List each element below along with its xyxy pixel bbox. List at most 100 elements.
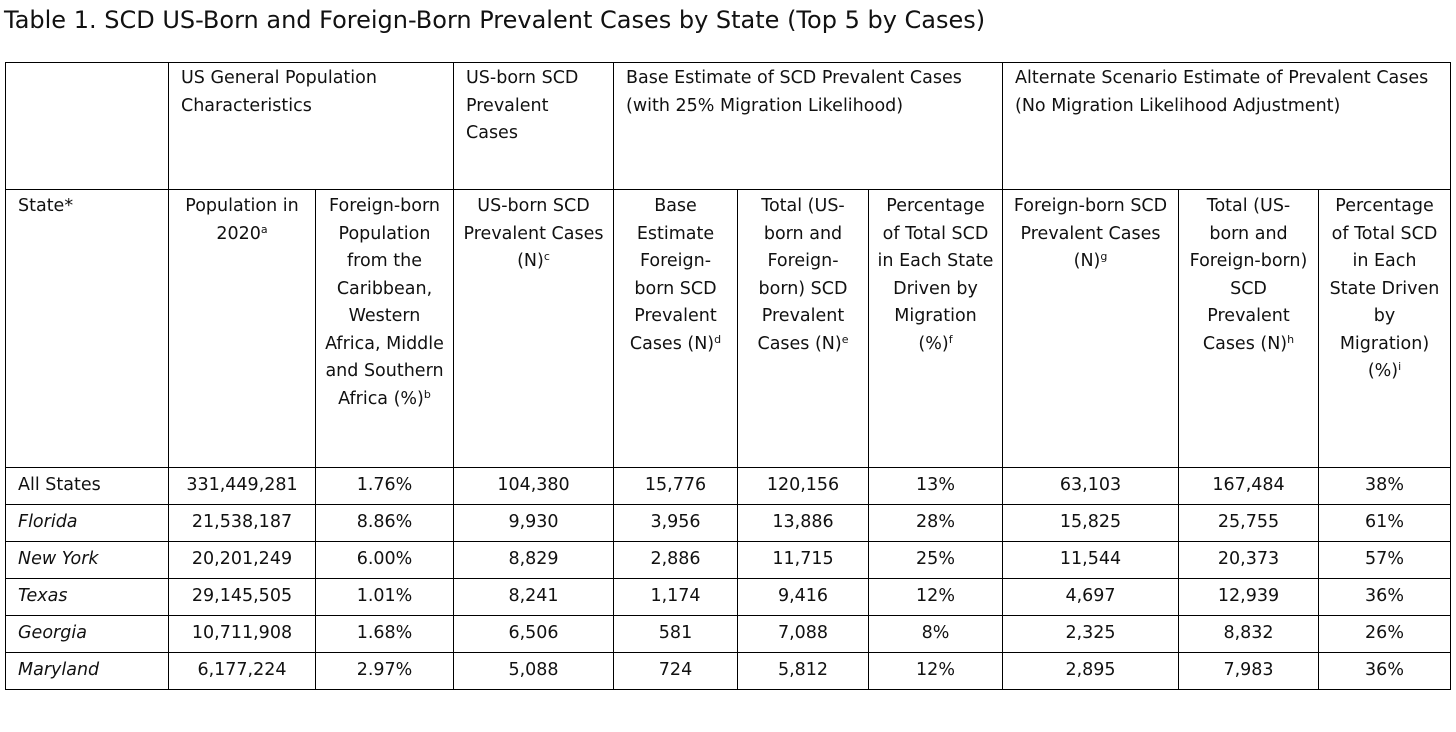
value-cell: 57%: [1318, 541, 1451, 579]
value-cell: 1.01%: [315, 578, 454, 616]
value-cell: 15,776: [613, 467, 738, 505]
value-cell: 4,697: [1002, 578, 1179, 616]
column-label: Population in 2020: [185, 196, 299, 244]
value-cell: 13%: [868, 467, 1003, 505]
data-row: Texas 29,145,505 1.01% 8,241 1,174 9,416 12% 4,…: [5, 578, 1451, 616]
data-row: Maryland 6,177,224 2.97% 5,088 724 5,812 12% 2,…: [5, 652, 1451, 690]
value-cell: 25,755: [1178, 504, 1319, 542]
column-label: Foreign-born SCD Prevalent Cases (N): [1013, 196, 1168, 271]
value-cell: 8,241: [453, 578, 614, 616]
value-cell: 10,711,908: [168, 615, 316, 653]
footnote-marker: a: [260, 222, 268, 236]
value-cell: 7,088: [737, 615, 869, 653]
value-cell: 36%: [1318, 652, 1451, 690]
data-table: US General Population Characteristics US-…: [5, 62, 1451, 690]
value-cell: 6.00%: [315, 541, 454, 579]
value-cell: 12,939: [1178, 578, 1319, 616]
value-cell: 15,825: [1002, 504, 1179, 542]
value-cell: 724: [613, 652, 738, 690]
value-cell: 1.68%: [315, 615, 454, 653]
value-cell: 36%: [1318, 578, 1451, 616]
group-header: Alternate Scenario Estimate of Prevalent…: [1002, 62, 1451, 190]
value-cell: 25%: [868, 541, 1003, 579]
column-header: Percentage of Total SCD in Each State Dr…: [868, 189, 1003, 468]
value-cell: 6,177,224: [168, 652, 316, 690]
column-header: Foreign-born Population from the Caribbe…: [315, 189, 454, 468]
data-row: All States 331,449,281 1.76% 104,380 15,776 1…: [5, 467, 1451, 505]
value-cell: 61%: [1318, 504, 1451, 542]
value-cell: 3,956: [613, 504, 738, 542]
column-label: Total (US-born and Foreign-born) SCD Pre…: [757, 196, 848, 354]
group-header: US-born SCD Prevalent Cases: [453, 62, 614, 190]
column-header: Foreign-born SCD Prevalent Cases (N)g: [1002, 189, 1179, 468]
value-cell: 11,715: [737, 541, 869, 579]
footnote-marker: h: [1287, 332, 1295, 346]
column-header: Base Estimate Foreign-born SCD Prevalent…: [613, 189, 738, 468]
value-cell: 5,812: [737, 652, 869, 690]
footnote-marker: i: [1398, 360, 1402, 373]
value-cell: 104,380: [453, 467, 614, 505]
value-cell: 8%: [868, 615, 1003, 653]
group-header-row: US General Population Characteristics US-…: [5, 62, 1451, 190]
value-cell: 26%: [1318, 615, 1451, 653]
footnote-marker: d: [714, 332, 722, 346]
group-header: US General Population Characteristics: [168, 62, 454, 190]
footnote-marker: f: [948, 332, 953, 346]
footnote-marker: e: [841, 332, 849, 346]
column-label: State*: [18, 196, 74, 216]
value-cell: 29,145,505: [168, 578, 316, 616]
value-cell: 12%: [868, 578, 1003, 616]
value-cell: 2,325: [1002, 615, 1179, 653]
value-cell: 1,174: [613, 578, 738, 616]
value-cell: 2.97%: [315, 652, 454, 690]
value-cell: 38%: [1318, 467, 1451, 505]
state-cell: Georgia: [5, 615, 169, 653]
value-cell: 21,538,187: [168, 504, 316, 542]
value-cell: 13,886: [737, 504, 869, 542]
state-cell: Florida: [5, 504, 169, 542]
column-label: Foreign-born Population from the Caribbe…: [325, 196, 444, 409]
value-cell: 9,416: [737, 578, 869, 616]
state-cell: All States: [5, 467, 169, 505]
column-label: Percentage of Total SCD in Each State Dr…: [877, 196, 994, 354]
data-row: New York 20,201,249 6.00% 8,829 2,886 11,715 2…: [5, 541, 1451, 579]
group-header: Base Estimate of SCD Prevalent Cases (wi…: [613, 62, 1003, 190]
column-label: Base Estimate Foreign-born SCD Prevalent…: [629, 196, 717, 354]
value-cell: 7,983: [1178, 652, 1319, 690]
value-cell: 8.86%: [315, 504, 454, 542]
value-cell: 2,886: [613, 541, 738, 579]
value-cell: 8,829: [453, 541, 614, 579]
value-cell: 20,373: [1178, 541, 1319, 579]
value-cell: 581: [613, 615, 738, 653]
column-header-row: State* Population in 2020a Foreign-born Po…: [5, 189, 1451, 468]
value-cell: 331,449,281: [168, 467, 316, 505]
header-cell: [5, 62, 169, 190]
table-title: Table 1. SCD US-Born and Foreign-Born Pr…: [4, 6, 986, 34]
value-cell: 20,201,249: [168, 541, 316, 579]
column-label: US-born SCD Prevalent Cases (N): [463, 196, 604, 271]
value-cell: 5,088: [453, 652, 614, 690]
state-cell: New York: [5, 541, 169, 579]
column-header: Total (US-born and Foreign-born) SCD Pre…: [737, 189, 869, 468]
column-header: US-born SCD Prevalent Cases (N)c: [453, 189, 614, 468]
footnote-marker: b: [423, 387, 431, 401]
footnote-marker: c: [543, 250, 550, 263]
value-cell: 63,103: [1002, 467, 1179, 505]
value-cell: 12%: [868, 652, 1003, 690]
value-cell: 2,895: [1002, 652, 1179, 690]
value-cell: 8,832: [1178, 615, 1319, 653]
value-cell: 11,544: [1002, 541, 1179, 579]
column-header: Population in 2020a: [168, 189, 316, 468]
footnote-marker: g: [1100, 250, 1108, 263]
column-label: Percentage of Total SCD in Each State Dr…: [1329, 196, 1440, 381]
value-cell: 9,930: [453, 504, 614, 542]
value-cell: 6,506: [453, 615, 614, 653]
column-header: Percentage of Total SCD in Each State Dr…: [1318, 189, 1451, 468]
data-row: Florida 21,538,187 8.86% 9,930 3,956 13,886 28…: [5, 504, 1451, 542]
value-cell: 28%: [868, 504, 1003, 542]
state-cell: Maryland: [5, 652, 169, 690]
value-cell: 1.76%: [315, 467, 454, 505]
value-cell: 167,484: [1178, 467, 1319, 505]
column-label: Total (US-born and Foreign-born) SCD Pre…: [1189, 196, 1308, 354]
